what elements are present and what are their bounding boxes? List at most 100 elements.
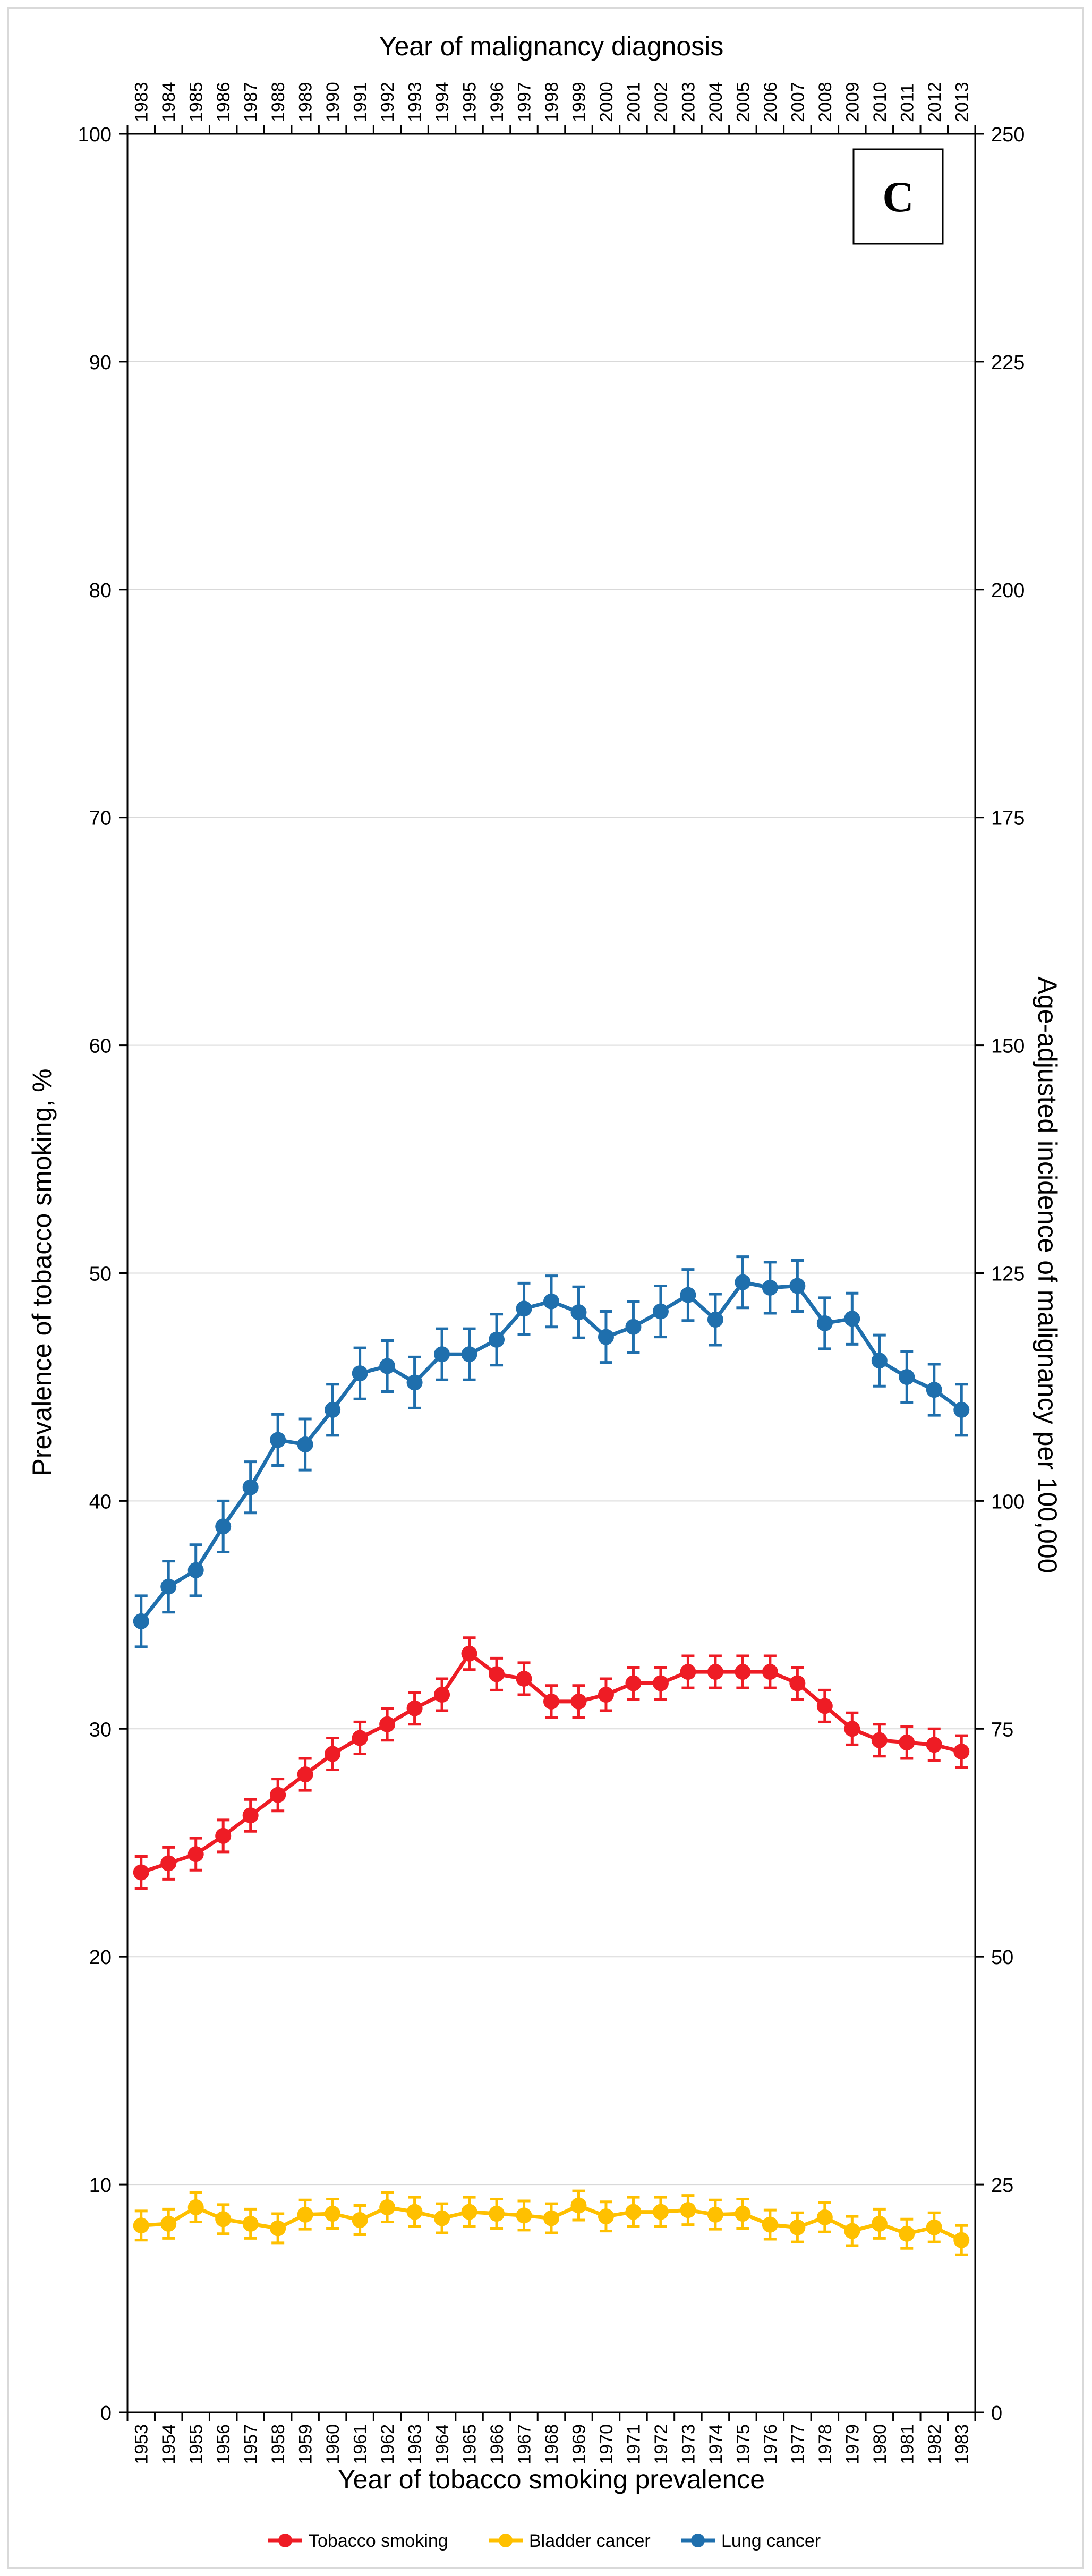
lung-cancer-point bbox=[270, 1432, 286, 1448]
axis-ticks: 0 10 20 30 40 50 60 70 80 90 100 0 25 50 75 100 125 150 17… bbox=[78, 82, 1025, 2464]
right-axis-title: Age-adjusted incidence of malignancy per… bbox=[1033, 977, 1062, 1574]
legend-marker-lung-cancer bbox=[691, 2534, 705, 2547]
top-tick-label: 1984 bbox=[159, 82, 179, 122]
bottom-tick-label: 1965 bbox=[460, 2424, 480, 2464]
lung-cancer-point bbox=[297, 1436, 313, 1453]
tobacco-smoking-point bbox=[489, 1666, 505, 1682]
tobacco-smoking-point bbox=[379, 1716, 396, 1732]
bladder-cancer-point bbox=[379, 2199, 396, 2215]
top-tick-label: 1995 bbox=[460, 82, 480, 122]
bladder-cancer-point bbox=[680, 2202, 696, 2218]
bottom-tick-label: 1973 bbox=[678, 2424, 698, 2464]
tobacco-smoking-point bbox=[899, 1735, 915, 1751]
series-tobacco-smoking bbox=[133, 1636, 970, 1890]
gridlines bbox=[127, 361, 975, 2186]
bottom-tick-label: 1953 bbox=[132, 2424, 152, 2464]
tobacco-smoking-point bbox=[352, 1730, 368, 1746]
bottom-tick-label: 1964 bbox=[432, 2424, 453, 2464]
right-tick-label: 125 bbox=[991, 1263, 1025, 1286]
lung-cancer-point bbox=[816, 1315, 833, 1331]
right-tick-label: 200 bbox=[991, 580, 1025, 602]
bottom-tick-label: 1958 bbox=[268, 2424, 288, 2464]
bottom-tick-label: 1975 bbox=[733, 2424, 753, 2464]
bladder-cancer-point bbox=[735, 2205, 751, 2222]
bladder-cancer-point bbox=[242, 2215, 259, 2232]
bottom-tick-label: 1961 bbox=[351, 2424, 371, 2464]
top-tick-label: 1992 bbox=[378, 82, 398, 122]
series-lung-cancer bbox=[133, 1255, 970, 1648]
bladder-cancer-point bbox=[215, 2211, 232, 2228]
tobacco-smoking-point bbox=[215, 1827, 232, 1844]
right-tick-label: 75 bbox=[991, 1719, 1013, 1741]
top-tick-label: 2003 bbox=[678, 82, 698, 122]
top-tick-label: 2011 bbox=[897, 83, 917, 122]
right-tick-label: 150 bbox=[991, 1035, 1025, 1058]
panel-label-box: C bbox=[852, 148, 944, 245]
lung-cancer-point bbox=[844, 1311, 860, 1327]
top-tick-label: 2000 bbox=[596, 82, 617, 122]
bladder-cancer-point bbox=[707, 2206, 723, 2223]
top-tick-label: 1988 bbox=[268, 82, 288, 122]
lung-cancer-point bbox=[570, 1304, 587, 1321]
bottom-tick-label: 1967 bbox=[515, 2424, 535, 2464]
bladder-cancer-point bbox=[352, 2212, 368, 2229]
lung-cancer-point bbox=[406, 1374, 423, 1391]
top-tick-label: 2012 bbox=[925, 82, 945, 122]
bladder-cancer-point bbox=[844, 2223, 860, 2239]
right-tick-label: 175 bbox=[991, 807, 1025, 830]
legend-marker-tobacco-smoking bbox=[278, 2534, 292, 2547]
top-tick-label: 2010 bbox=[870, 82, 890, 122]
tobacco-smoking-point bbox=[133, 1864, 149, 1881]
series-layer bbox=[133, 1255, 970, 2256]
top-tick-label: 2009 bbox=[842, 82, 863, 122]
lung-cancer-point bbox=[871, 1353, 888, 1369]
lung-cancer-point bbox=[652, 1303, 669, 1320]
left-tick-label: 40 bbox=[89, 1491, 112, 1513]
bottom-tick-label: 1974 bbox=[706, 2424, 726, 2464]
bottom-tick-label: 1971 bbox=[624, 2424, 644, 2464]
bladder-cancer-point bbox=[543, 2210, 559, 2226]
lung-cancer-point bbox=[242, 1479, 259, 1495]
bottom-tick-label: 1962 bbox=[378, 2424, 398, 2464]
left-tick-label: 0 bbox=[100, 2402, 112, 2425]
bottom-tick-label: 1954 bbox=[159, 2424, 179, 2464]
bottom-tick-label: 1983 bbox=[952, 2424, 972, 2464]
top-tick-label: 2013 bbox=[952, 82, 972, 122]
right-tick-label: 225 bbox=[991, 352, 1025, 374]
lung-cancer-point bbox=[434, 1346, 450, 1363]
lung-cancer-point bbox=[899, 1369, 915, 1385]
lung-cancer-point bbox=[352, 1365, 368, 1382]
series-bladder-cancer bbox=[133, 2189, 970, 2256]
legend-label-lung-cancer: Lung cancer bbox=[721, 2531, 821, 2551]
lung-cancer-point bbox=[187, 1562, 204, 1578]
top-tick-label: 2007 bbox=[788, 82, 808, 122]
lung-cancer-point bbox=[543, 1293, 559, 1310]
bladder-cancer-point bbox=[297, 2206, 313, 2223]
bottom-tick-label: 1960 bbox=[323, 2424, 343, 2464]
right-tick-label: 0 bbox=[991, 2402, 1002, 2425]
lung-cancer-point bbox=[379, 1358, 396, 1374]
top-tick-label: 2006 bbox=[761, 82, 781, 122]
right-tick-label: 50 bbox=[991, 1946, 1013, 1969]
bottom-tick-label: 1982 bbox=[925, 2424, 945, 2464]
bladder-cancer-point bbox=[899, 2225, 915, 2242]
top-tick-label: 2001 bbox=[624, 82, 644, 122]
bottom-tick-label: 1959 bbox=[296, 2424, 316, 2464]
lung-cancer-point bbox=[625, 1319, 642, 1335]
tobacco-smoking-point bbox=[325, 1746, 341, 1762]
tobacco-smoking-point bbox=[953, 1744, 970, 1760]
right-tick-label: 250 bbox=[991, 124, 1025, 146]
tobacco-smoking-point bbox=[652, 1675, 669, 1691]
bottom-tick-label: 1966 bbox=[487, 2424, 507, 2464]
bladder-cancer-point bbox=[187, 2199, 204, 2215]
top-tick-label: 1986 bbox=[214, 82, 234, 122]
bladder-cancer-point bbox=[926, 2219, 942, 2235]
bottom-tick-label: 1978 bbox=[815, 2424, 835, 2464]
bottom-tick-label: 1980 bbox=[870, 2424, 890, 2464]
top-tick-label: 2002 bbox=[651, 82, 671, 122]
lung-cancer-point bbox=[598, 1329, 614, 1345]
bladder-cancer-point bbox=[789, 2219, 806, 2235]
top-tick-label: 1994 bbox=[432, 82, 453, 122]
tobacco-smoking-point bbox=[926, 1737, 942, 1753]
bladder-cancer-point bbox=[652, 2204, 669, 2220]
